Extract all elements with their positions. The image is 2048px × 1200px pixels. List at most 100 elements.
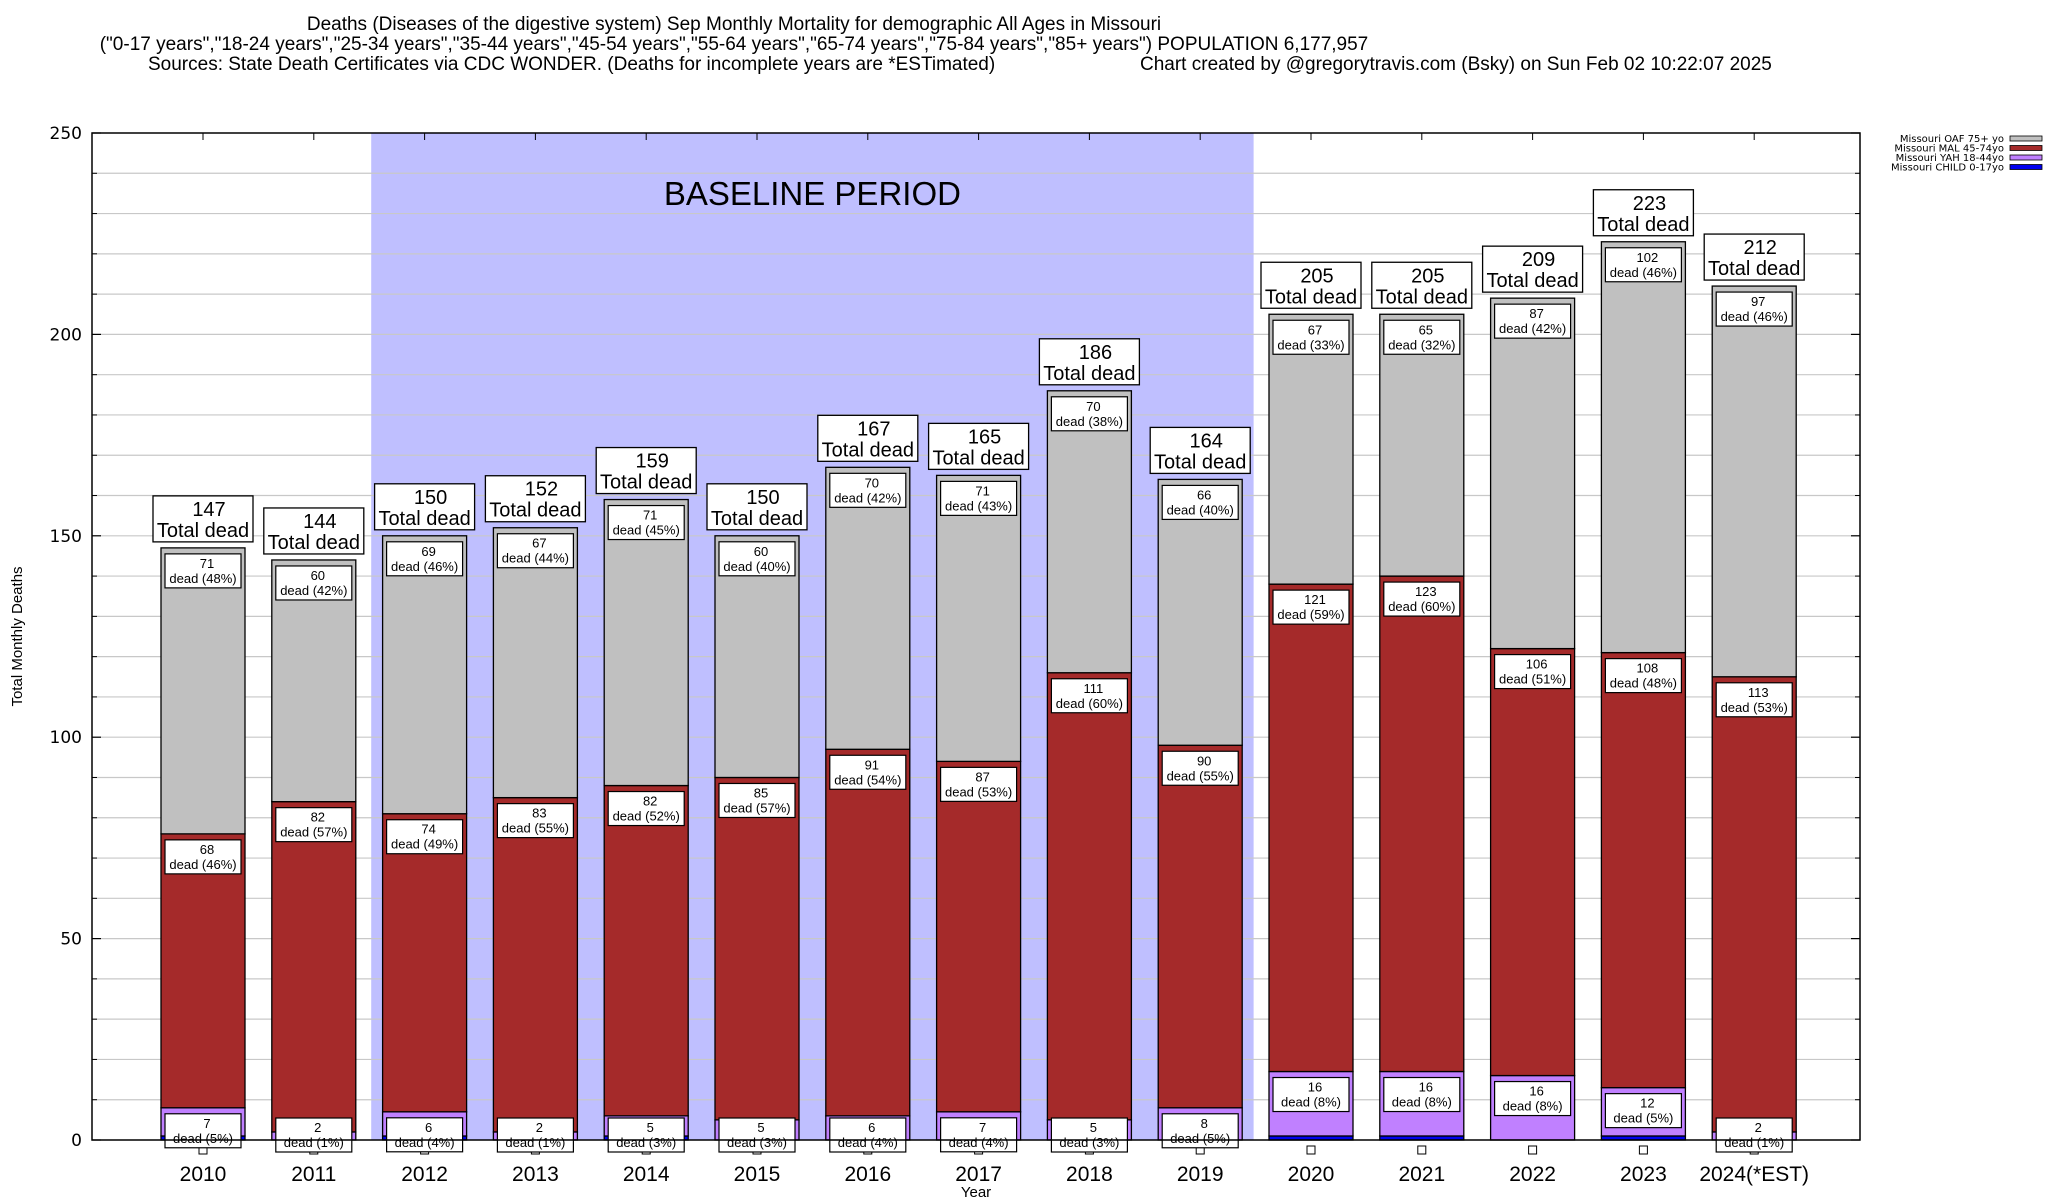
segment-label-pct: dead (60%) xyxy=(1056,696,1123,711)
segment-label-box xyxy=(1050,396,1129,432)
total-label-text: Total dead xyxy=(932,447,1024,469)
bar-segment xyxy=(825,748,911,1117)
total-label-text: Total dead xyxy=(1597,214,1689,236)
total-label-box xyxy=(706,483,808,531)
segment-label-pct: dead (44%) xyxy=(502,551,569,566)
plot-frame xyxy=(91,132,1861,1141)
segment-label-pct: dead (46%) xyxy=(391,559,458,574)
segment-label-pct: dead (32%) xyxy=(1388,337,1455,352)
total-label-value: 150 xyxy=(746,487,779,509)
total-label-text: Total dead xyxy=(268,532,360,554)
segment-label-value: 65 xyxy=(1419,322,1433,337)
bar-segment xyxy=(492,796,579,1133)
segment-label-box xyxy=(1050,1117,1129,1153)
x-tick-label: 2011 xyxy=(291,1163,336,1186)
segment-label-value: 8 xyxy=(1201,1116,1208,1131)
total-label-text: Total dead xyxy=(1708,258,1800,280)
total-label-value: 205 xyxy=(1411,265,1444,287)
segment-label-pct: dead (42%) xyxy=(1499,321,1566,336)
bar-segment xyxy=(935,760,1022,1113)
segment-label-value: 70 xyxy=(865,475,879,490)
segment-label-pct: dead (3%) xyxy=(616,1135,676,1150)
segment-label-box xyxy=(1050,678,1129,714)
bar-segment xyxy=(1157,744,1243,1109)
segment-label-value: 6 xyxy=(425,1120,432,1135)
total-label-value: 164 xyxy=(1190,430,1223,452)
segment-label-pct: dead (59%) xyxy=(1277,607,1344,622)
segment-label-box xyxy=(939,766,1018,802)
segment-label-box xyxy=(275,1117,353,1153)
segment-label-value: 6 xyxy=(868,1120,875,1135)
x-tick-label: 2012 xyxy=(401,1163,448,1186)
total-label-value: 186 xyxy=(1079,342,1112,364)
segment-label-value: 97 xyxy=(1751,294,1765,309)
segment-label-pct: dead (55%) xyxy=(1167,768,1234,783)
bar-segment xyxy=(1489,647,1576,1077)
segment-label-box xyxy=(607,504,685,541)
segment-label-value: 111 xyxy=(1084,681,1104,696)
legend-swatch xyxy=(2009,135,2043,142)
bar-segment xyxy=(1600,241,1687,654)
total-label-box xyxy=(1260,261,1362,309)
segment-label-pct: dead (3%) xyxy=(1059,1135,1119,1150)
segment-label-pct: dead (60%) xyxy=(1388,599,1455,614)
total-label-box xyxy=(595,446,697,495)
total-label-value: 144 xyxy=(303,511,336,533)
segment-label-pct: dead (53%) xyxy=(1721,700,1788,715)
segment-label-box xyxy=(1161,750,1239,786)
segment-label-value: 70 xyxy=(1086,399,1100,414)
total-label-value: 165 xyxy=(968,426,1001,448)
segment-label-pct: dead (8%) xyxy=(1392,1095,1452,1110)
segment-label-pct: dead (5%) xyxy=(1613,1111,1673,1126)
segment-label-box xyxy=(1493,1080,1572,1117)
bar-segment xyxy=(825,466,911,750)
legend-label: Missouri OAF 75+ yo xyxy=(1900,134,2004,145)
legend-label: Missouri MAL 45-74yo xyxy=(1894,144,2004,155)
chart-subtitle: ("0-17 years","18-24 years","25-34 years… xyxy=(99,34,1369,55)
x-axis-title: Year xyxy=(961,1184,991,1200)
bar-segment xyxy=(1157,478,1243,746)
total-label-text: Total dead xyxy=(157,520,249,542)
total-label-box xyxy=(1149,426,1251,475)
segment-label-pct: dead (5%) xyxy=(1170,1131,1230,1146)
segment-label-value: 106 xyxy=(1526,657,1548,672)
segment-label-pct: dead (8%) xyxy=(1281,1095,1341,1110)
segment-label-value: 2 xyxy=(1755,1120,1762,1135)
bar-segment xyxy=(1600,651,1687,1089)
segment-label-box xyxy=(1272,319,1350,355)
child-label-marker xyxy=(1638,1145,1648,1155)
segment-label-value: 5 xyxy=(647,1120,654,1135)
total-label-box xyxy=(152,495,254,543)
segment-label-value: 67 xyxy=(532,536,546,551)
segment-label-box xyxy=(1493,303,1572,339)
total-label-value: 209 xyxy=(1522,249,1555,271)
bar-segment xyxy=(714,776,800,1121)
segment-label-box xyxy=(164,1113,242,1149)
segment-label-value: 69 xyxy=(421,544,435,559)
legend-swatch xyxy=(2009,164,2043,170)
segment-label-box xyxy=(1715,682,1793,718)
segment-label-pct: dead (42%) xyxy=(280,583,347,598)
segment-label-pct: dead (48%) xyxy=(1610,676,1677,691)
segment-label-pct: dead (42%) xyxy=(834,490,901,505)
